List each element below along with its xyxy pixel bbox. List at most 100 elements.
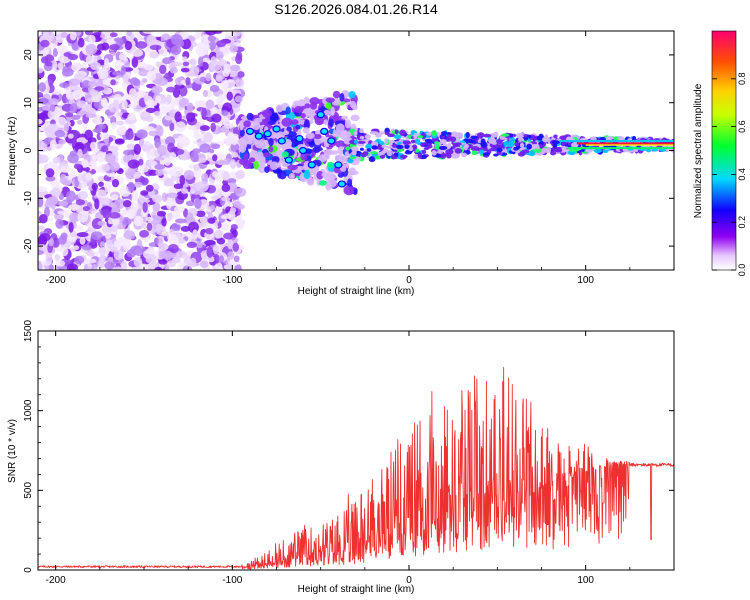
heat-blob [313, 148, 321, 153]
heat-blob [514, 141, 520, 147]
heat-blob [323, 175, 335, 181]
heat-blob [230, 159, 237, 170]
heat-blob [114, 139, 125, 145]
heat-blob [68, 221, 74, 233]
heat-blob [201, 172, 209, 183]
heat-blob [111, 178, 120, 188]
heat-blob [288, 172, 295, 179]
heat-blob [478, 149, 484, 155]
heat-blob [52, 47, 58, 57]
heat-blob [105, 239, 113, 249]
heat-blob [211, 113, 222, 123]
heat-blob [359, 128, 364, 134]
heat-blob [180, 225, 191, 232]
heat-blob [54, 129, 66, 138]
heat-blob [447, 142, 452, 149]
heat-blob [69, 212, 81, 223]
heat-blob [145, 253, 157, 264]
heat-blob [295, 124, 301, 130]
x-tick-label: 0 [406, 275, 412, 286]
heat-blob [182, 56, 188, 62]
heat-blob [97, 123, 106, 130]
spectrogram-heatmap [38, 31, 674, 270]
heat-blob [57, 210, 67, 215]
heat-blob [200, 250, 208, 260]
heat-blob [71, 62, 81, 72]
heat-blob [216, 40, 227, 48]
heat-blob [205, 99, 215, 110]
heat-blob [136, 132, 144, 138]
heat-blob [523, 136, 529, 141]
heat-blob [55, 116, 68, 129]
heat-blob [168, 152, 177, 161]
heat-blob [471, 150, 478, 156]
heat-blob [131, 190, 139, 202]
heat-core [316, 111, 325, 119]
heat-blob [90, 231, 103, 240]
heat-blob [305, 132, 315, 139]
heat-blob [390, 154, 396, 160]
heat-blob [107, 218, 115, 225]
heat-blob [96, 152, 105, 163]
heat-blob [74, 141, 85, 153]
heat-blob [179, 175, 186, 186]
heat-blob [177, 264, 184, 270]
heat-blob [370, 151, 378, 155]
heat-blob [417, 135, 424, 139]
heat-blob [85, 31, 93, 36]
heat-blob [104, 261, 115, 270]
heat-blob [124, 40, 133, 51]
heat-blob [40, 97, 48, 105]
heat-blob [434, 141, 440, 145]
figure-title: S126.2026.084.01.26.R14 [274, 1, 438, 17]
heat-blob [268, 137, 274, 147]
colorbar: 0.0 0.2 0.4 0.6 0.8 Normalized spectral ampl… [693, 30, 747, 276]
heat-blob [127, 159, 140, 169]
heat-blob [127, 181, 135, 192]
heat-blob [38, 214, 48, 224]
heat-blob [330, 106, 336, 117]
heat-blob [275, 131, 285, 139]
heat-blob [113, 37, 124, 43]
heat-blob [214, 254, 220, 264]
heat-blob [202, 89, 209, 98]
heat-blob [316, 171, 324, 180]
heat-blob [220, 223, 230, 231]
heat-blob [195, 31, 201, 38]
heat-blob [388, 140, 395, 144]
heat-blob [129, 88, 137, 99]
heat-blob [195, 121, 201, 130]
heat-blob [74, 73, 85, 80]
heat-blob [89, 141, 97, 150]
heat-blob [159, 105, 168, 115]
heat-blob [214, 262, 223, 270]
heat-blob [323, 119, 329, 126]
heat-blob [125, 129, 134, 141]
heat-blob [85, 113, 97, 118]
heat-blob [90, 61, 101, 71]
heat-blob [215, 160, 228, 165]
heat-blob [155, 77, 168, 86]
heat-blob [63, 123, 70, 132]
heat-blob [544, 148, 549, 153]
heat-blob [162, 250, 173, 261]
y-tick-label: 1000 [23, 399, 34, 422]
heat-blob [146, 70, 157, 82]
heat-blob [508, 136, 515, 143]
heat-blob [100, 209, 110, 216]
heat-blob [98, 181, 104, 187]
heat-blob [410, 139, 416, 144]
heat-blob [290, 119, 299, 125]
heat-blob [229, 44, 239, 53]
heat-blob [156, 235, 164, 247]
heat-blob [463, 144, 468, 151]
heat-blob [318, 180, 327, 186]
y-tick-label: 20 [23, 49, 34, 61]
heat-blob [344, 119, 352, 129]
heat-blob [220, 125, 230, 134]
heat-blob [197, 56, 204, 67]
heat-blob [39, 233, 51, 242]
heat-blob [101, 163, 111, 172]
heat-blob [50, 104, 56, 112]
heat-blob [51, 237, 60, 248]
